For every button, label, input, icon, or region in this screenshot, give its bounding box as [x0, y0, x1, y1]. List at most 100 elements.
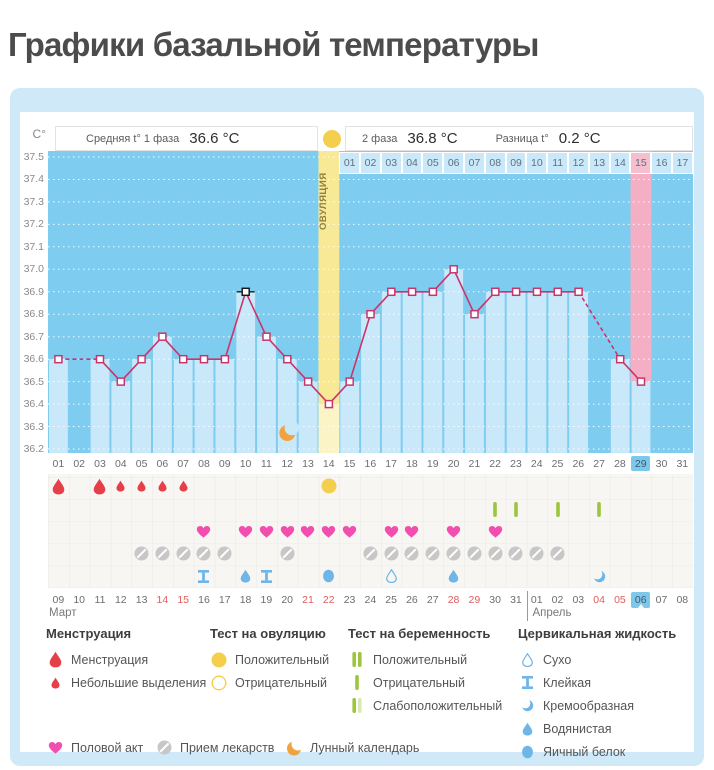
cycle-day-row-cell[interactable]: 06 — [156, 457, 169, 470]
intercourse-row-cell — [651, 522, 672, 540]
calendar-date-row-cell[interactable]: 15 — [177, 594, 190, 606]
cycle-day-row-cell[interactable]: 12 — [281, 457, 293, 470]
temp-marker[interactable] — [366, 309, 375, 319]
calendar-date-row-cell[interactable]: 05 — [614, 594, 626, 606]
circle-yellow-outline — [210, 674, 228, 691]
cycle-day-row-cell[interactable]: 08 — [198, 457, 210, 470]
calendar-date-row-cell[interactable]: 09 — [52, 594, 65, 606]
cycle-day-highlight[interactable]: 29 — [631, 456, 651, 471]
temp-marker[interactable] — [137, 354, 146, 364]
cycle-day-row-cell[interactable]: 19 — [426, 457, 439, 470]
cycle-day-row-cell[interactable]: 26 — [572, 457, 585, 470]
calendar-date-row-cell[interactable]: 07 — [655, 594, 668, 606]
pregnancy-test-row-cell — [339, 500, 360, 518]
cycle-day-row-cell[interactable]: 20 — [447, 457, 460, 470]
cycle-day-row-cell[interactable]: 22 — [489, 457, 501, 470]
cycle-day-row-cell[interactable]: 07 — [177, 457, 190, 470]
y-axis-tick: 36.2 — [23, 443, 44, 455]
calendar-date-row-cell[interactable]: 22 — [322, 594, 335, 606]
temp-marker[interactable] — [449, 265, 458, 274]
temp-marker[interactable] — [428, 287, 438, 297]
calendar-date-row-cell[interactable]: 27 — [426, 594, 439, 606]
calendar-date-row-cell[interactable]: 13 — [135, 594, 148, 606]
calendar-date-row-cell[interactable]: 21 — [302, 594, 314, 606]
intercourse-row-cell — [443, 522, 464, 540]
cycle-day-row-cell[interactable]: 05 — [135, 457, 148, 470]
cycle-day-row-cell[interactable]: 14 — [322, 457, 335, 470]
cycle-day-row-cell[interactable]: 29 — [630, 456, 651, 471]
temp-marker[interactable] — [532, 287, 542, 297]
temp-marker[interactable] — [95, 354, 105, 364]
calendar-date-row-cell[interactable]: 24 — [364, 594, 377, 606]
calendar-date-row-cell[interactable]: 10 — [73, 594, 86, 606]
calendar-date-row-cell[interactable]: 08 — [676, 594, 689, 606]
calendar-date-row-cell[interactable]: 31 — [510, 594, 522, 606]
temp-marker[interactable] — [283, 354, 292, 364]
cycle-day-row-cell[interactable]: 18 — [406, 457, 418, 470]
temp-marker[interactable] — [158, 332, 167, 341]
temp-marker[interactable] — [511, 287, 521, 297]
calendar-date-row-cell[interactable]: 04 — [593, 594, 605, 606]
calendar-date-row-cell[interactable]: 17 — [218, 594, 231, 606]
menstruation-row-cell — [298, 476, 319, 496]
calendar-date-row-cell[interactable]: 26 — [406, 594, 418, 606]
cycle-day-row-cell[interactable]: 17 — [385, 457, 397, 470]
calendar-date-row-cell[interactable]: 19 — [260, 594, 273, 606]
cycle-day-row-cell[interactable]: 30 — [655, 457, 668, 470]
today-date-highlight[interactable]: 06 — [631, 592, 651, 608]
temp-marker[interactable] — [178, 354, 188, 364]
temp-marker[interactable] — [574, 287, 583, 297]
calendar-date-row-cell[interactable]: 16 — [198, 594, 210, 606]
calendar-date-row-cell[interactable]: 02 — [551, 594, 564, 606]
temp-marker[interactable] — [116, 377, 126, 386]
calendar-date-row-cell[interactable]: 28 — [447, 594, 460, 606]
cycle-day-row-cell[interactable]: 23 — [510, 457, 522, 470]
temp-marker[interactable] — [615, 354, 625, 364]
cycle-day-row-cell[interactable]: 28 — [614, 457, 626, 470]
calendar-date-row-cell[interactable]: 03 — [572, 594, 585, 606]
cycle-day-row-cell[interactable]: 02 — [73, 457, 86, 470]
calendar-date-row-cell[interactable]: 01 — [530, 594, 543, 606]
cycle-day-row-cell[interactable]: 10 — [239, 457, 252, 470]
calendar-date-row-cell[interactable]: 29 — [468, 594, 481, 606]
medication-row-cell — [214, 544, 235, 562]
temp-marker[interactable] — [199, 354, 209, 364]
temp-marker[interactable] — [303, 377, 313, 386]
cycle-day-row-cell[interactable]: 27 — [593, 457, 605, 470]
temperature-chart[interactable] — [48, 151, 693, 453]
calendar-date-row-cell[interactable]: 23 — [343, 594, 356, 606]
cycle-day-row-cell[interactable]: 25 — [551, 457, 564, 470]
cycle-day-row-cell[interactable]: 31 — [676, 457, 689, 470]
temp-marker[interactable] — [491, 287, 500, 297]
cycle-day-row-cell[interactable]: 24 — [530, 457, 543, 470]
calendar-date-row-cell[interactable]: 20 — [281, 594, 293, 606]
temp-marker[interactable] — [636, 377, 646, 386]
calendar-date-row-cell[interactable]: 11 — [94, 594, 106, 606]
cycle-day-row-cell[interactable]: 09 — [218, 457, 231, 470]
calendar-date-row-cell[interactable]: 06 — [630, 592, 651, 608]
calendar-date-row-cell[interactable]: 30 — [489, 594, 501, 606]
temp-marker[interactable] — [324, 399, 334, 409]
temp-marker[interactable] — [54, 354, 63, 364]
temp-marker[interactable] — [407, 287, 417, 297]
cycle-day-row-cell[interactable]: 11 — [260, 457, 272, 470]
temp-marker[interactable] — [387, 287, 396, 297]
cycle-day-row-cell[interactable]: 15 — [343, 457, 356, 470]
temp-marker[interactable] — [470, 309, 479, 319]
cycle-day-row-cell[interactable]: 04 — [114, 457, 127, 470]
calendar-date-row-cell[interactable]: 18 — [239, 594, 252, 606]
temp-marker[interactable] — [241, 287, 250, 297]
cycle-day-row-cell[interactable]: 03 — [94, 457, 106, 470]
cycle-day-row-cell[interactable]: 01 — [52, 457, 65, 470]
temp-marker[interactable] — [220, 354, 230, 364]
calendar-date-row-cell[interactable]: 12 — [114, 594, 127, 606]
temp-marker[interactable] — [262, 332, 271, 341]
cycle-day-row-cell[interactable]: 16 — [364, 457, 377, 470]
calendar-date-row-cell[interactable]: 14 — [156, 594, 169, 606]
cycle-day-row-cell[interactable]: 21 — [468, 457, 481, 470]
pill-gray — [155, 740, 173, 755]
cycle-day-row-cell[interactable]: 13 — [302, 457, 314, 470]
temp-marker[interactable] — [553, 287, 563, 297]
temp-marker[interactable] — [345, 377, 354, 386]
calendar-date-row-cell[interactable]: 25 — [385, 594, 397, 606]
